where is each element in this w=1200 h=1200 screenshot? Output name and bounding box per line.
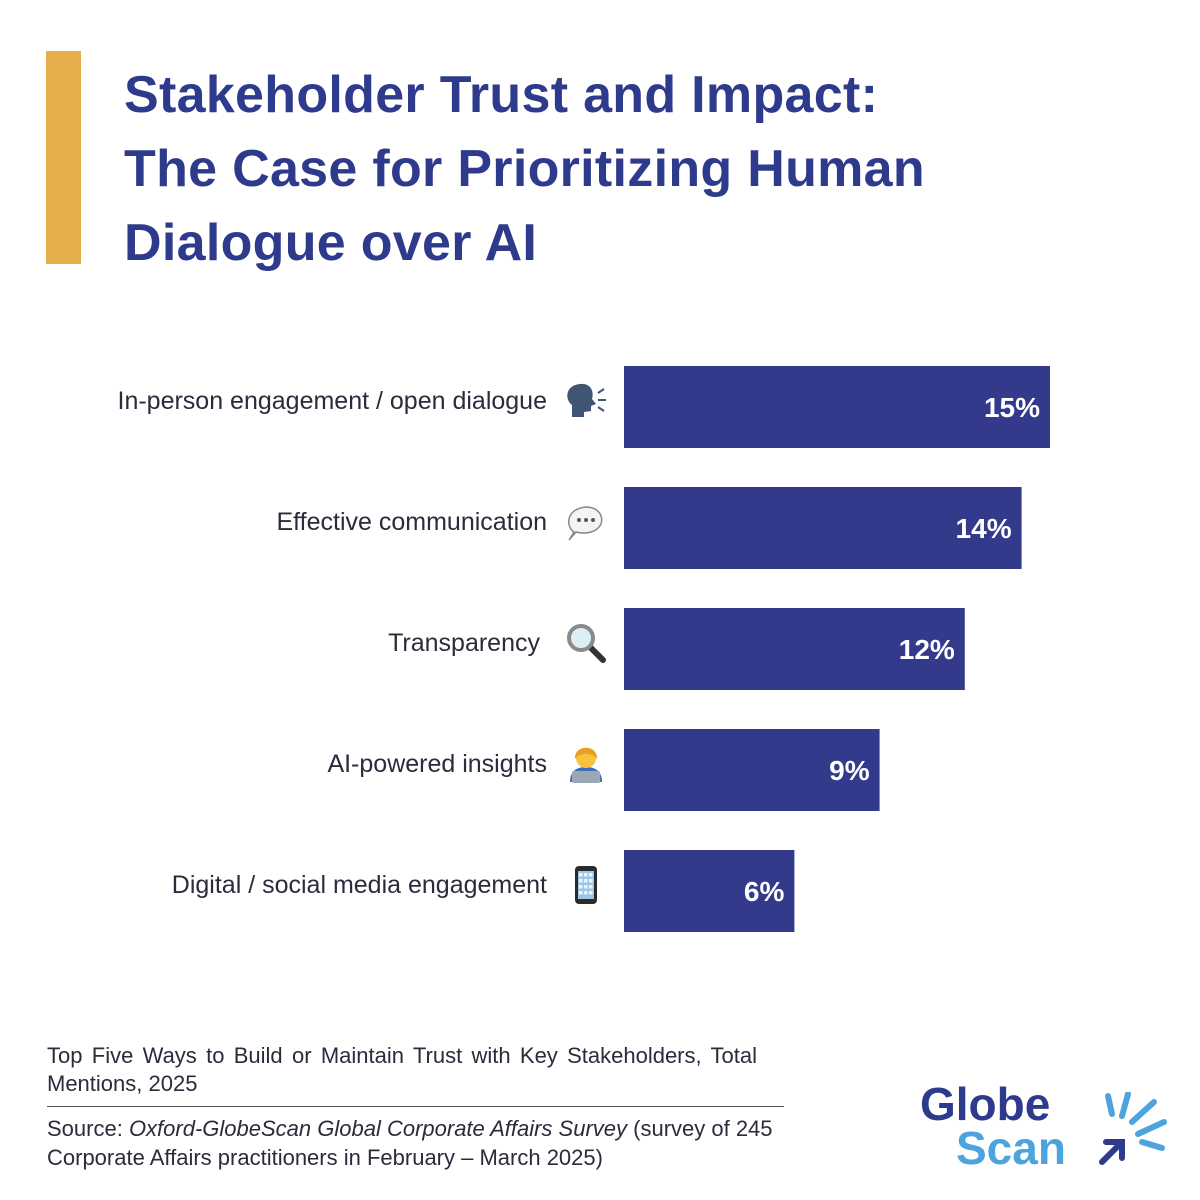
category-label: Transparency xyxy=(388,629,540,657)
bar xyxy=(624,366,1050,448)
bar xyxy=(624,729,880,811)
bar-value-label: 14% xyxy=(956,513,1012,544)
source-survey-name: Oxford-GlobeScan Global Corporate Affair… xyxy=(128,1116,628,1141)
globescan-logo: Globe Scan xyxy=(920,1078,1180,1182)
bar xyxy=(624,850,795,932)
bar xyxy=(624,487,1022,569)
bar-chart: 15% In-person engagement / open dialogue 1… xyxy=(118,366,1050,932)
source-note: Source: Oxford-GlobeScan Global Corporat… xyxy=(47,1114,787,1172)
logo-word-scan: Scan xyxy=(956,1122,1066,1174)
accent-bar xyxy=(46,51,81,264)
divider xyxy=(47,1106,784,1107)
category-label: Digital / social media engagement xyxy=(172,871,547,899)
title-line-1: Stakeholder Trust and Impact: xyxy=(124,66,879,124)
bar xyxy=(624,608,965,690)
source-suffix: (survey of 245 Corporate Affairs practit… xyxy=(47,1116,773,1170)
bar-value-label: 15% xyxy=(984,392,1040,423)
page-title: Stakeholder Trust and Impact: The Case f… xyxy=(124,58,1164,280)
category-label: Effective communication xyxy=(277,508,548,536)
bar-value-label: 6% xyxy=(744,876,785,907)
speech-bubble-icon xyxy=(567,506,603,541)
category-label: AI-powered insights xyxy=(327,750,547,778)
speaking-head-icon xyxy=(567,383,606,417)
title-line-3: Dialogue over AI xyxy=(124,214,538,272)
chart-caption: Top Five Ways to Build or Maintain Trust… xyxy=(47,1043,757,1096)
category-label: In-person engagement / open dialogue xyxy=(118,387,548,415)
title-line-2: The Case for Prioritizing Human xyxy=(124,140,925,198)
logo-word-globe: Globe xyxy=(920,1078,1051,1130)
magnifying-glass-icon xyxy=(567,624,606,663)
logo-burst-icon xyxy=(1099,1092,1167,1165)
bar-value-label: 9% xyxy=(829,755,870,786)
bar-value-label: 12% xyxy=(899,634,955,665)
mobile-phone-icon xyxy=(575,866,597,904)
source-prefix: Source: xyxy=(47,1116,129,1141)
technologist-icon xyxy=(570,747,602,783)
